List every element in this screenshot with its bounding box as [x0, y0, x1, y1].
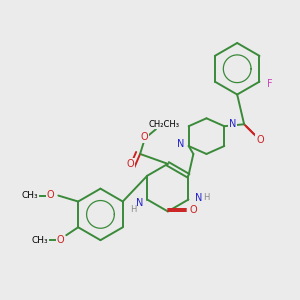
Text: O: O [256, 135, 264, 145]
Text: H: H [203, 193, 209, 202]
Text: O: O [190, 206, 197, 215]
Text: N: N [136, 199, 143, 208]
Text: O: O [126, 159, 134, 169]
Text: CH₂CH₃: CH₂CH₃ [148, 120, 179, 129]
Text: F: F [267, 79, 272, 88]
Text: H: H [130, 205, 136, 214]
Text: N: N [177, 139, 184, 149]
Text: O: O [46, 190, 54, 200]
Text: N: N [229, 119, 236, 129]
Text: O: O [56, 235, 64, 245]
Text: CH₃: CH₃ [21, 191, 38, 200]
Text: N: N [195, 193, 202, 202]
Text: CH₃: CH₃ [31, 236, 48, 245]
Text: O: O [140, 132, 148, 142]
